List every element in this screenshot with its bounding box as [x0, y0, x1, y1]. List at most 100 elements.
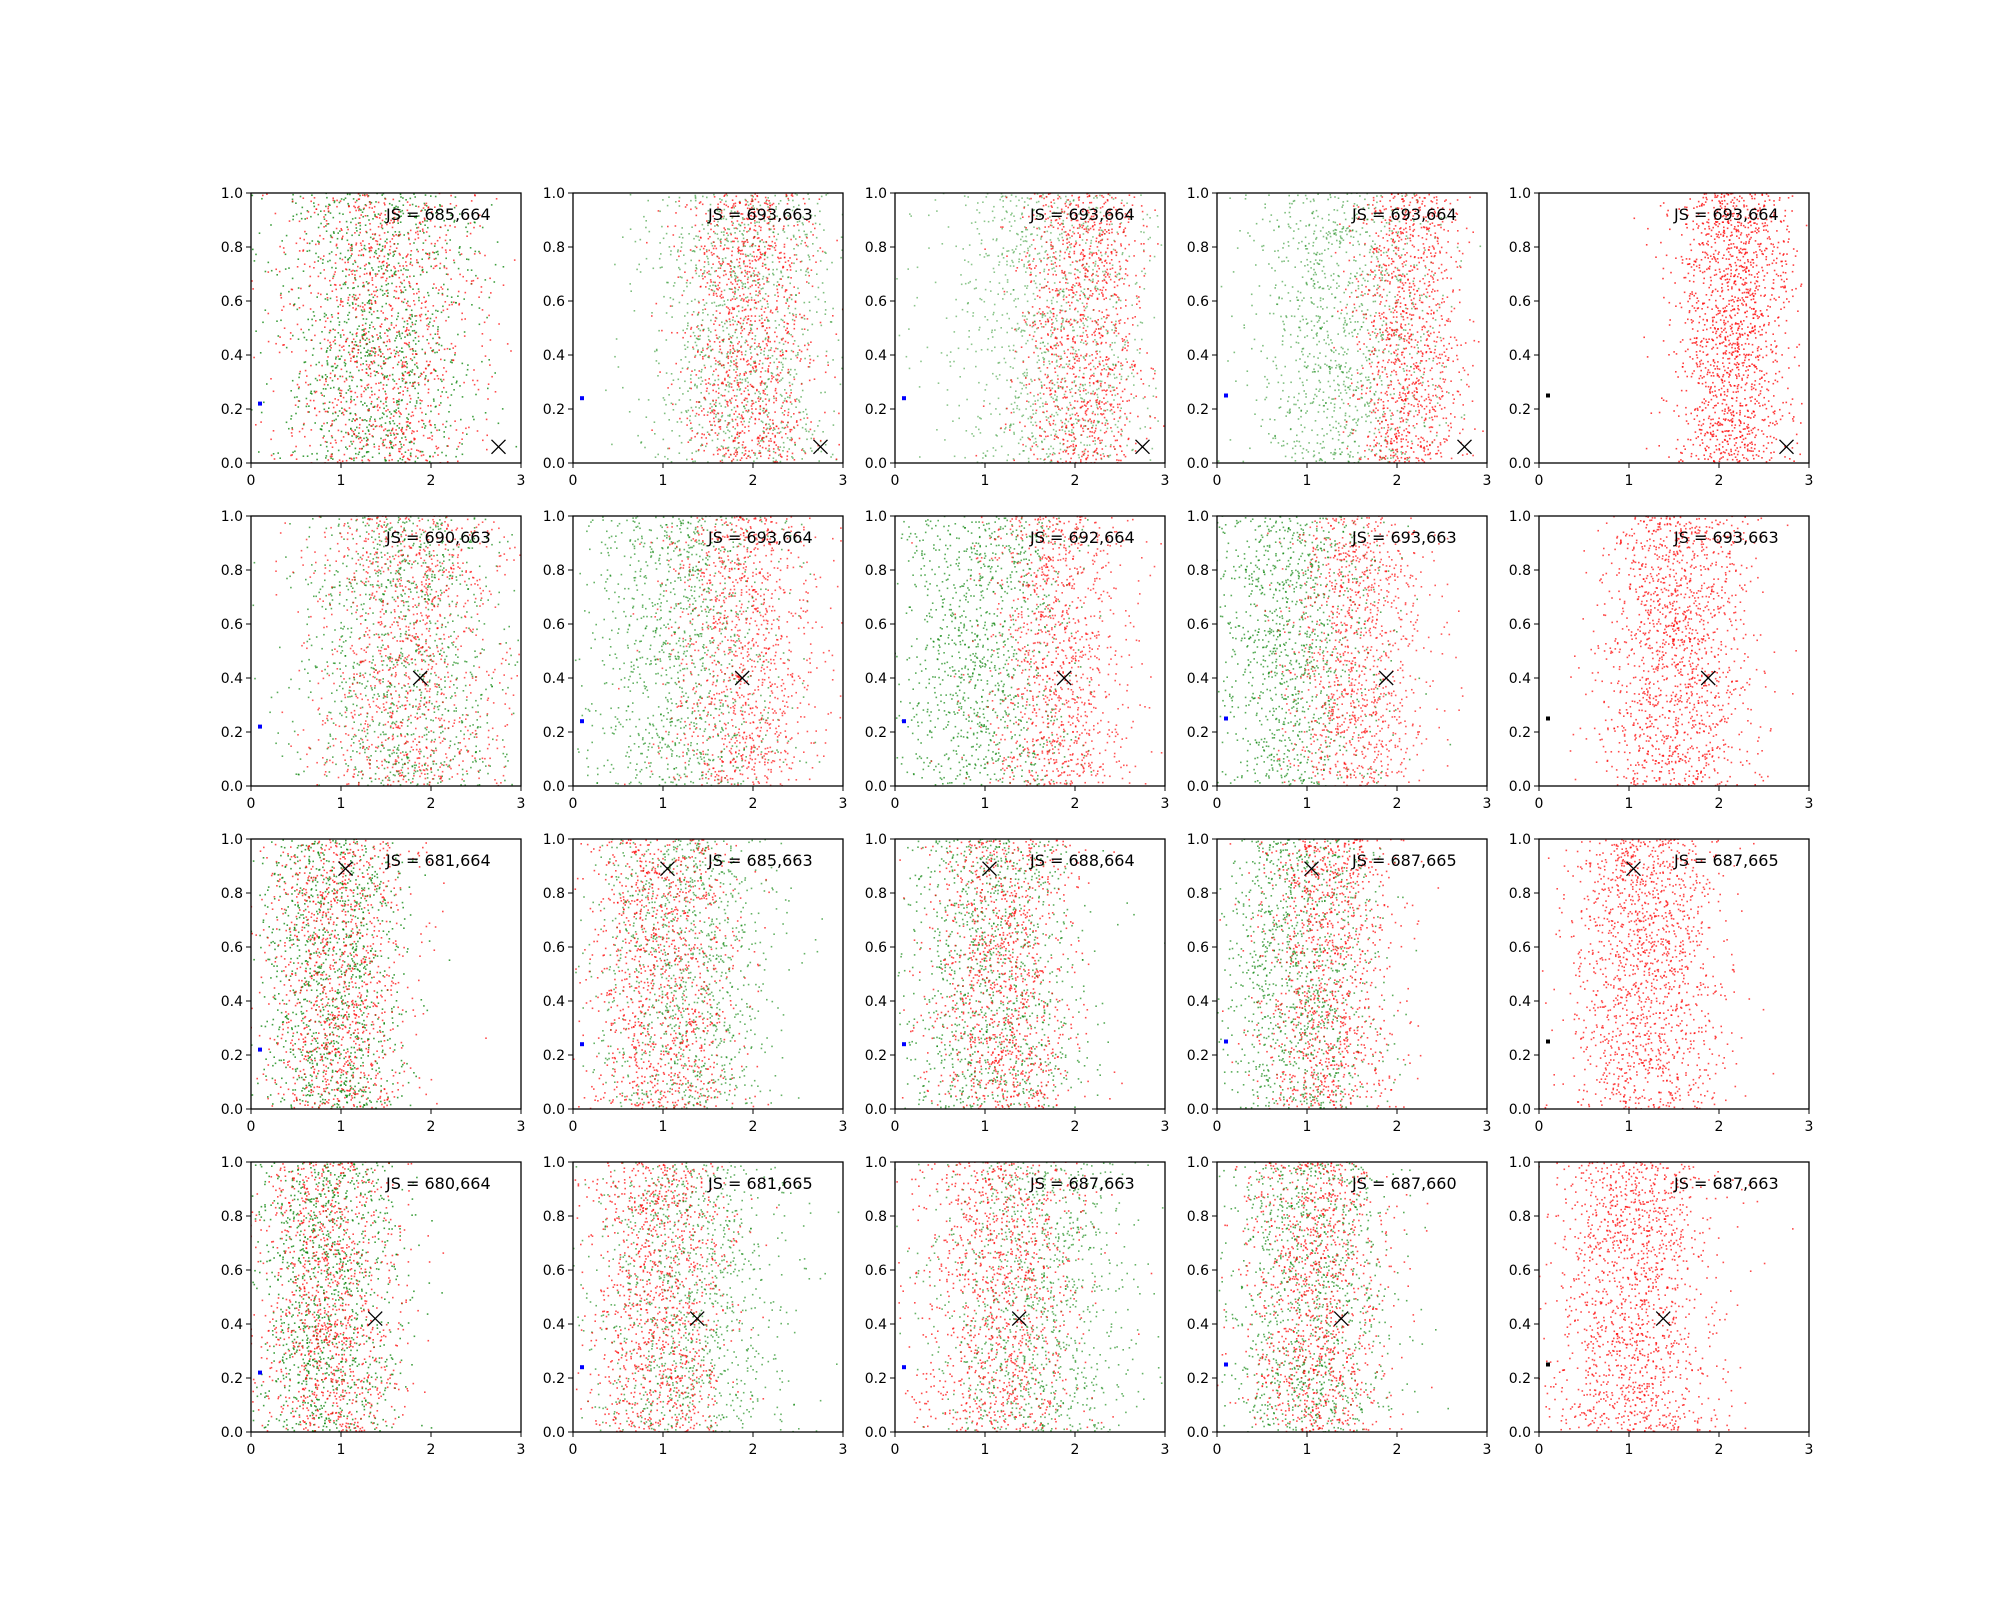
data-point	[741, 310, 744, 312]
data-point	[308, 249, 311, 252]
data-point	[347, 351, 350, 354]
data-point	[644, 446, 646, 449]
data-point	[340, 355, 343, 358]
data-point	[793, 236, 795, 238]
data-point	[733, 295, 735, 298]
data-point	[760, 371, 762, 373]
data-point	[1050, 460, 1053, 463]
data-point	[1025, 368, 1028, 371]
data-point	[751, 439, 753, 442]
data-point	[1020, 231, 1023, 233]
data-point	[776, 288, 779, 291]
data-point	[349, 390, 352, 393]
data-point	[703, 433, 705, 436]
data-point	[350, 398, 352, 401]
data-point	[347, 249, 349, 252]
data-point	[759, 359, 761, 362]
data-point	[445, 251, 447, 254]
data-point	[736, 227, 739, 230]
data-point	[415, 205, 417, 207]
data-point	[770, 309, 772, 312]
data-point	[421, 266, 424, 269]
data-point	[439, 267, 441, 270]
data-point	[415, 231, 417, 234]
data-point	[436, 239, 439, 242]
data-point	[394, 250, 397, 252]
data-point	[704, 308, 707, 310]
data-point	[281, 309, 283, 311]
data-point	[298, 376, 300, 379]
data-point	[1113, 354, 1115, 356]
data-point	[719, 426, 722, 428]
data-point	[317, 292, 320, 295]
data-point	[1009, 424, 1011, 427]
data-point	[406, 333, 409, 336]
data-point	[681, 242, 683, 244]
data-point	[799, 418, 802, 421]
data-point	[733, 307, 736, 310]
data-point	[310, 429, 313, 431]
data-point	[765, 410, 768, 412]
data-point	[787, 411, 790, 414]
data-point	[453, 389, 455, 391]
data-point	[313, 315, 316, 317]
data-point	[758, 273, 761, 275]
data-point	[777, 295, 779, 298]
data-point	[741, 233, 743, 235]
data-point	[700, 371, 703, 373]
data-point	[778, 257, 780, 260]
data-point	[765, 276, 768, 279]
data-point	[427, 294, 430, 297]
data-point	[329, 442, 332, 444]
data-point	[780, 407, 783, 409]
data-point	[398, 398, 400, 401]
data-point	[720, 445, 723, 447]
data-point	[440, 378, 442, 381]
data-point	[622, 386, 624, 389]
data-point	[746, 397, 748, 400]
data-point	[1074, 294, 1077, 296]
data-point	[791, 335, 794, 338]
data-point	[697, 351, 699, 353]
data-point	[739, 317, 742, 320]
data-point	[393, 289, 396, 292]
data-point	[734, 418, 737, 421]
data-point	[321, 376, 324, 379]
data-point	[337, 312, 339, 315]
data-point	[715, 399, 717, 402]
data-point	[670, 461, 673, 463]
data-point	[446, 308, 449, 310]
data-point	[351, 341, 354, 344]
data-point	[397, 361, 400, 363]
data-point	[719, 449, 722, 451]
data-point	[790, 392, 792, 394]
data-point	[1006, 291, 1008, 293]
data-point	[715, 413, 717, 416]
data-point	[408, 422, 411, 425]
data-point	[330, 314, 333, 316]
data-point	[476, 430, 479, 432]
data-point	[305, 339, 308, 341]
data-point	[1100, 229, 1102, 232]
data-point	[354, 403, 357, 406]
data-point	[769, 202, 771, 204]
data-point	[360, 400, 362, 403]
data-point	[323, 216, 325, 218]
data-point	[771, 312, 774, 314]
data-point	[758, 442, 760, 444]
data-point	[425, 205, 428, 207]
data-point	[697, 300, 700, 303]
data-point	[657, 210, 660, 212]
data-point	[347, 318, 350, 321]
data-point	[302, 249, 305, 251]
data-point	[376, 240, 379, 243]
data-point	[786, 298, 789, 300]
data-point	[766, 300, 768, 303]
data-point	[431, 438, 433, 441]
data-point	[680, 371, 682, 373]
data-point	[1116, 426, 1119, 429]
data-point	[279, 294, 282, 297]
data-point	[701, 203, 704, 206]
data-point	[400, 413, 402, 415]
data-point	[371, 335, 373, 337]
